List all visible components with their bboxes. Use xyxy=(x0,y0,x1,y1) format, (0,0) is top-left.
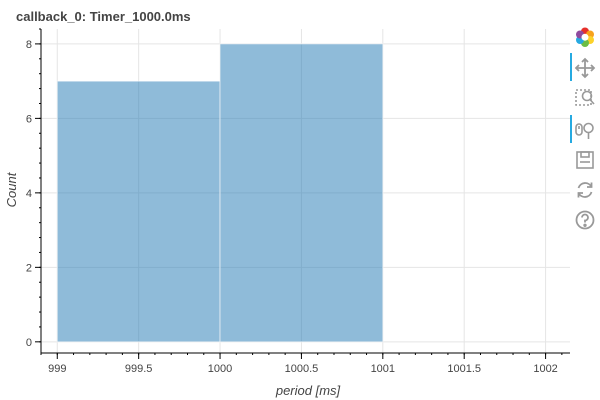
histogram-bars xyxy=(56,43,384,343)
y-tick-label: 2 xyxy=(26,262,32,274)
pan-icon[interactable] xyxy=(574,57,596,79)
save-icon[interactable] xyxy=(574,149,596,171)
x-tick-label: 1001.5 xyxy=(447,363,481,375)
x-tick-label: 1002 xyxy=(533,363,557,375)
wheel-zoom-icon[interactable] xyxy=(574,119,596,141)
help-icon[interactable] xyxy=(574,209,596,231)
reset-icon[interactable] xyxy=(574,179,596,201)
x-tick-label: 999.5 xyxy=(125,363,153,375)
histogram-bar-1 xyxy=(219,43,384,343)
x-tick-label: 1000 xyxy=(208,363,232,375)
y-tick-label: 0 xyxy=(26,337,32,349)
y-tick-label: 8 xyxy=(26,39,32,51)
axes xyxy=(40,29,570,354)
y-axis-label: Count xyxy=(4,171,19,207)
y-axis-ticks: 0 2 4 6 8 xyxy=(26,28,41,349)
bokeh-logo-icon[interactable] xyxy=(574,26,596,48)
x-tick-label: 1001 xyxy=(371,363,395,375)
chart-title: callback_0: Timer_1000.0ms xyxy=(16,9,191,24)
x-tick-label: 1000.5 xyxy=(285,363,319,375)
x-tick-label: 999 xyxy=(48,363,66,375)
plot-toolbar xyxy=(570,24,600,234)
x-axis-label: period [ms] xyxy=(275,383,341,398)
x-axis-ticks: 999 999.5 1000 1000.5 1001 1001.5 1002 xyxy=(40,353,563,375)
histogram-bar-0 xyxy=(56,80,221,343)
y-tick-label: 6 xyxy=(26,113,32,125)
y-tick-label: 4 xyxy=(26,188,32,200)
pan-active-indicator xyxy=(570,53,572,81)
box-zoom-icon[interactable] xyxy=(574,87,596,109)
wheel-zoom-active-indicator xyxy=(570,115,572,143)
